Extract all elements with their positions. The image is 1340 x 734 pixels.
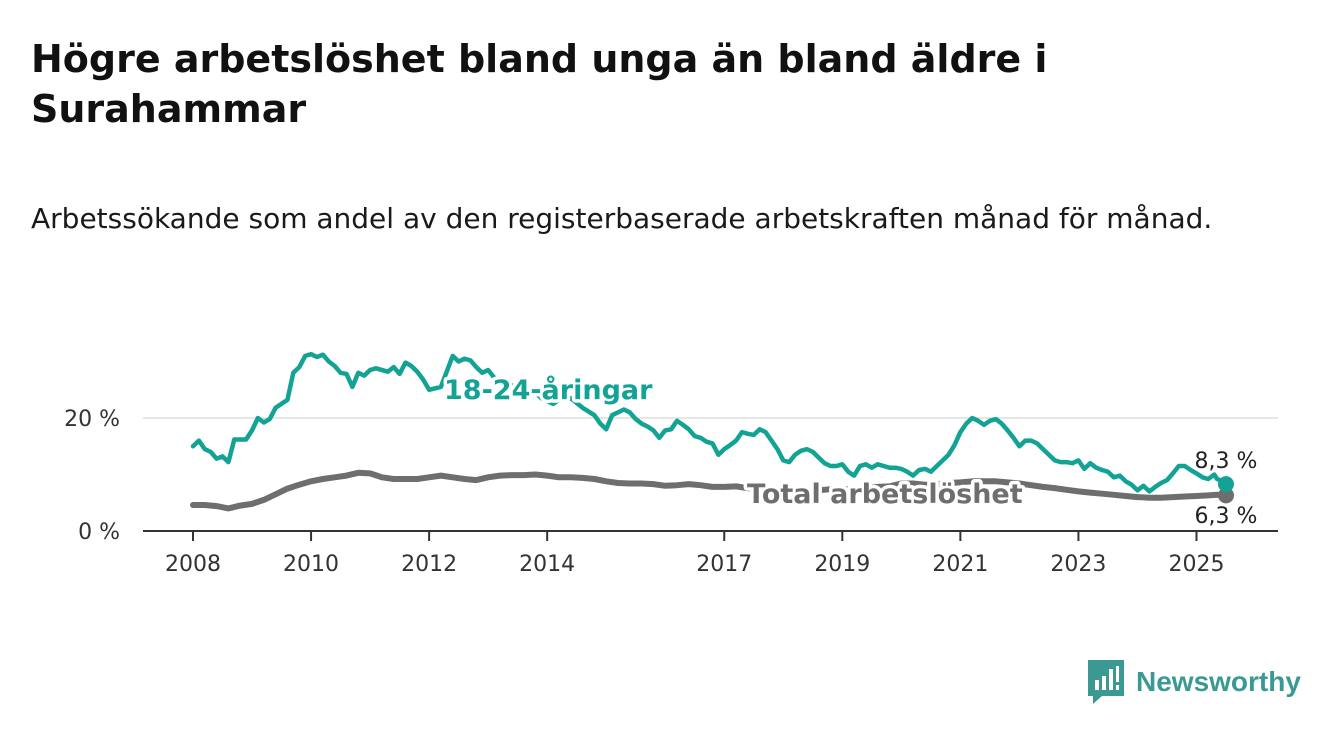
y-tick-label: 20 % <box>64 407 120 432</box>
x-tick-label: 2021 <box>932 552 988 577</box>
chart-subtitle: Arbetssökande som andel av den registerb… <box>31 202 1213 235</box>
x-tick-label: 2008 <box>165 552 221 577</box>
series-layer <box>190 351 1234 512</box>
axis-layer: 0 % 20 % 2008 2010 2012 2014 2017 2019 2021 2023 2… <box>64 407 1278 577</box>
x-tick-label: 2014 <box>519 552 575 577</box>
series-line-total <box>190 469 1229 512</box>
x-tick-label: 2023 <box>1050 552 1106 577</box>
series-end-point-youth <box>1218 476 1234 493</box>
brand-name: Newsworthy <box>1136 666 1301 697</box>
end-value-label-youth: 8,3 % <box>1195 449 1258 474</box>
x-tick-label: 2012 <box>401 552 457 577</box>
x-tick-label: 2019 <box>814 552 870 577</box>
chart-title: Högre arbetslöshet bland unga än bland ä… <box>31 37 1048 131</box>
x-tick-label: 2025 <box>1168 552 1224 577</box>
x-tick-label: 2017 <box>696 552 752 577</box>
label-layer: 18-24-åringar Total arbetslöshet 8,3 % 6,3 … <box>441 371 1260 532</box>
y-tick-label: 0 % <box>78 520 120 545</box>
bar-chart-exclamation-icon <box>1088 660 1124 704</box>
series-end-point-total <box>1218 487 1234 504</box>
end-value-label-total: 6,3 % <box>1195 504 1258 529</box>
series-label-youth: 18-24-åringar <box>444 374 653 406</box>
brand: Newsworthy <box>1088 660 1301 704</box>
series-line-youth <box>190 351 1229 494</box>
series-label-total: Total arbetslöshet <box>747 479 1023 510</box>
x-tick-label: 2010 <box>283 552 339 577</box>
